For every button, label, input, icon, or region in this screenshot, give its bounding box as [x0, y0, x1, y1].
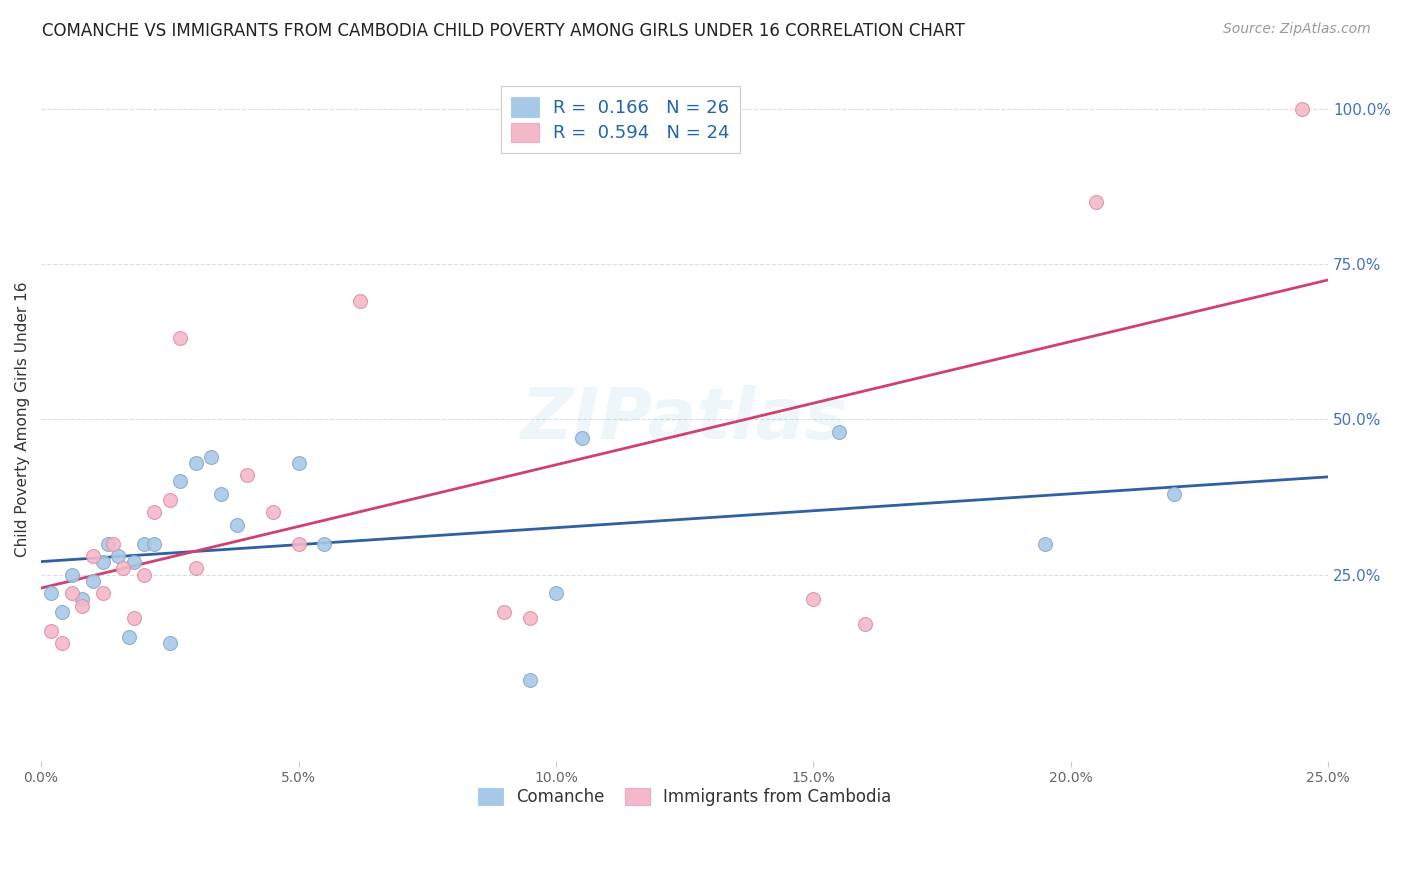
- Point: [571, 431, 593, 445]
- Text: Source: ZipAtlas.com: Source: ZipAtlas.com: [1223, 22, 1371, 37]
- Point: [82, 574, 104, 588]
- Y-axis label: Child Poverty Among Girls Under 16: Child Poverty Among Girls Under 16: [15, 282, 30, 557]
- Point: [801, 592, 824, 607]
- Legend: Comanche, Immigrants from Cambodia: Comanche, Immigrants from Cambodia: [470, 780, 900, 814]
- Point: [1085, 194, 1108, 209]
- Point: [200, 450, 222, 464]
- Point: [143, 536, 166, 550]
- Point: [169, 331, 191, 345]
- Point: [41, 586, 63, 600]
- Point: [1163, 487, 1185, 501]
- Point: [122, 611, 145, 625]
- Point: [143, 506, 166, 520]
- Point: [51, 636, 73, 650]
- Point: [494, 605, 516, 619]
- Point: [209, 487, 232, 501]
- Point: [132, 536, 155, 550]
- Point: [60, 567, 83, 582]
- Point: [1291, 102, 1313, 116]
- Point: [544, 586, 567, 600]
- Point: [51, 605, 73, 619]
- Text: ZIPatlas: ZIPatlas: [522, 384, 848, 454]
- Point: [349, 294, 371, 309]
- Point: [159, 493, 181, 508]
- Point: [132, 567, 155, 582]
- Point: [112, 561, 135, 575]
- Point: [1033, 536, 1056, 550]
- Point: [72, 599, 94, 613]
- Point: [117, 630, 139, 644]
- Point: [97, 536, 120, 550]
- Point: [184, 456, 207, 470]
- Point: [72, 592, 94, 607]
- Point: [184, 561, 207, 575]
- Point: [262, 506, 284, 520]
- Point: [519, 673, 541, 688]
- Point: [828, 425, 851, 439]
- Point: [236, 468, 259, 483]
- Point: [287, 536, 309, 550]
- Point: [91, 586, 114, 600]
- Point: [159, 636, 181, 650]
- Point: [103, 536, 125, 550]
- Point: [314, 536, 336, 550]
- Text: COMANCHE VS IMMIGRANTS FROM CAMBODIA CHILD POVERTY AMONG GIRLS UNDER 16 CORRELAT: COMANCHE VS IMMIGRANTS FROM CAMBODIA CHI…: [42, 22, 965, 40]
- Point: [287, 456, 309, 470]
- Point: [107, 549, 129, 563]
- Point: [853, 617, 876, 632]
- Point: [122, 555, 145, 569]
- Point: [82, 549, 104, 563]
- Point: [91, 555, 114, 569]
- Point: [225, 517, 247, 532]
- Point: [519, 611, 541, 625]
- Point: [41, 624, 63, 638]
- Point: [60, 586, 83, 600]
- Point: [169, 475, 191, 489]
